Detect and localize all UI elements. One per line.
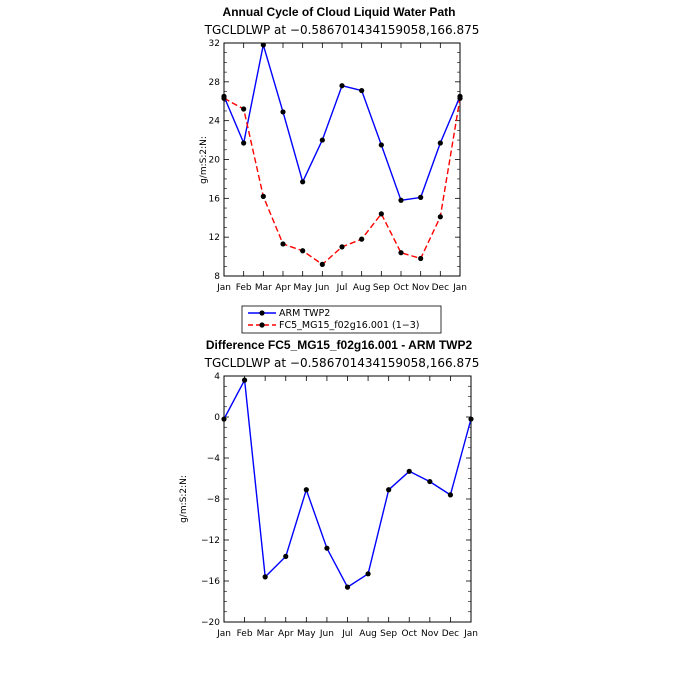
top-chart-series-0-point xyxy=(241,140,247,146)
bottom-chart-series-0-point xyxy=(303,487,309,493)
bottom-chart-series-0-point xyxy=(241,377,248,383)
top-chart-series-1-point xyxy=(359,236,365,242)
bottom-chart-series-0-point xyxy=(262,574,268,580)
top-chart-xtick-label: Dec xyxy=(432,283,449,293)
top-chart-series-1-point xyxy=(418,255,424,262)
top-chart-xtick-label: Mar xyxy=(255,283,272,293)
bottom-chart-ytick-label: −8 xyxy=(207,495,221,505)
top-chart-xtick-label: Feb xyxy=(236,283,252,293)
bottom-chart-ytick-label: 4 xyxy=(214,372,220,382)
top-chart-series-1-point xyxy=(457,95,463,101)
bottom-chart-title: Difference FC5_MG15_f02g16.001 - ARM TWP… xyxy=(206,338,473,352)
bottom-chart-series-0-line xyxy=(223,379,472,588)
legend-fc5-marker xyxy=(259,322,265,328)
top-chart-series-1-point xyxy=(398,250,404,256)
bottom-chart-xtick-label: Jul xyxy=(341,629,353,639)
top-chart-xtick-label: Nov xyxy=(412,283,430,293)
top-chart-series-0-point xyxy=(280,109,286,115)
bottom-chart-xtick-label: Apr xyxy=(278,629,294,639)
top-chart-series-0-point xyxy=(398,197,404,203)
top-chart-ytick-label: 28 xyxy=(209,78,221,88)
bottom-chart-ytick-label: −4 xyxy=(207,454,221,464)
top-chart-series-0-point xyxy=(260,42,266,48)
bottom-chart-series-0-point xyxy=(365,571,371,577)
bottom-chart-ytick-label: 0 xyxy=(214,413,220,423)
top-chart-series-0-point xyxy=(418,194,424,200)
top-chart-series-1-point xyxy=(221,95,227,101)
bottom-chart-xtick-label: Feb xyxy=(237,629,253,639)
legend-box xyxy=(241,305,442,334)
top-chart-plot-area: Jan Feb Mar Apr May Jun Jul Aug Sep Oct Nov Dec Jan8… xyxy=(209,39,467,293)
bottom-chart-xtick-label: Aug xyxy=(359,629,377,639)
bottom-chart-xtick-label: May xyxy=(297,629,316,639)
top-chart-ylabel: g/m:S:2:N: xyxy=(199,136,209,184)
top-chart-ytick-label: 16 xyxy=(209,194,221,204)
bottom-chart-series-0-point xyxy=(221,416,227,422)
bottom-chart-series-0-point xyxy=(447,492,454,498)
top-chart-xtick-label: Jul xyxy=(336,283,348,293)
bottom-chart-xtick-label: Sep xyxy=(380,629,397,639)
top-chart-series-1-point xyxy=(437,214,443,220)
bottom-chart-xtick-label: Jan xyxy=(463,629,478,639)
top-chart-series-1-point xyxy=(319,261,325,267)
top-chart-ytick-label: 8 xyxy=(214,272,220,282)
top-chart-series-1-point xyxy=(241,106,247,112)
bottom-chart-series-0-point xyxy=(324,545,330,551)
top-chart-frame xyxy=(223,42,461,277)
top-chart-xtick-label: May xyxy=(293,283,312,293)
top-chart-xtick-label: Jan xyxy=(452,283,467,293)
top-chart-series-0-point xyxy=(378,142,384,148)
top-chart-series-1-point xyxy=(378,211,384,217)
top-chart-series-1-point xyxy=(260,193,266,199)
top-chart-series-1-point xyxy=(339,244,345,250)
legend-arm-marker xyxy=(259,310,265,316)
top-chart-ytick-label: 20 xyxy=(209,156,221,166)
top-chart-series-0-point xyxy=(319,137,325,143)
bottom-chart-plot-area: Jan Feb Mar Apr May Jun Jul Aug Sep Oct Nov Dec Jan−… xyxy=(201,372,478,639)
bottom-chart-ytick-label: −16 xyxy=(201,577,220,587)
top-chart-xtick-label: Sep xyxy=(373,283,390,293)
top-chart-series-0-point xyxy=(359,87,365,94)
top-chart-series-0-point xyxy=(339,83,345,89)
top-chart-series-1-line xyxy=(223,97,461,266)
bottom-chart-xtick-label: Jun xyxy=(319,629,334,639)
top-chart-series-1-point xyxy=(280,241,286,247)
top-chart-xtick-label: Jun xyxy=(314,283,329,293)
bottom-chart-xtick-label: Jan xyxy=(216,629,231,639)
top-chart-series-0-point xyxy=(437,140,443,146)
top-chart-xtick-label: Jan xyxy=(216,283,231,293)
bottom-chart-series-0-point xyxy=(386,487,392,493)
bottom-chart-ylabel: g/m:S:2:N: xyxy=(179,475,189,523)
top-chart-xtick-label: Aug xyxy=(353,283,371,293)
bottom-chart-ytick-label: −12 xyxy=(201,536,220,546)
bottom-chart-ytick-label: −20 xyxy=(201,618,220,628)
top-chart-ytick-label: 24 xyxy=(209,117,221,127)
legend-fc5-label: FC5_MG15_f02g16.001 (1−3) xyxy=(279,320,419,331)
top-chart-ytick-label: 32 xyxy=(209,39,220,49)
bottom-chart-xtick-label: Oct xyxy=(401,629,417,639)
bottom-chart-series-0-point xyxy=(406,468,412,474)
bottom-chart-series-0-point xyxy=(427,478,433,485)
bottom-chart-series-0-point xyxy=(468,416,474,422)
bottom-chart-xtick-label: Mar xyxy=(257,629,274,639)
top-chart-title: Annual Cycle of Cloud Liquid Water Path xyxy=(223,5,456,19)
bottom-chart-xtick-label: Nov xyxy=(421,629,439,639)
top-chart-series-0-point xyxy=(300,179,306,185)
legend-arm-label: ARM TWP2 xyxy=(279,308,330,319)
top-chart-legend: ARM TWP2 FC5_MG15_f02g16.001 (1−3) xyxy=(241,305,442,334)
top-chart-ytick-label: 12 xyxy=(209,233,220,243)
bottom-chart-series-0-point xyxy=(283,553,289,560)
top-chart-series-1-point xyxy=(300,248,306,254)
bottom-chart-series-0-point xyxy=(344,584,351,590)
top-chart-xtick-label: Oct xyxy=(393,283,409,293)
top-chart-xtick-label: Apr xyxy=(275,283,291,293)
top-chart-subtitle: TGCLDLWP at −0.586701434159058,166.875 xyxy=(204,23,480,37)
bottom-chart-xtick-label: Dec xyxy=(442,629,459,639)
bottom-chart-subtitle: TGCLDLWP at −0.586701434159058,166.875 xyxy=(204,356,480,370)
